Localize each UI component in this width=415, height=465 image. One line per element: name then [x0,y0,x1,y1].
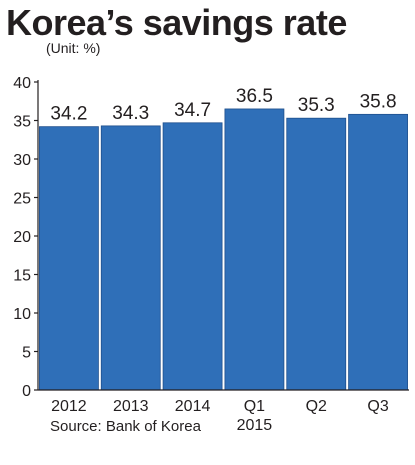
chart-unit-subtitle: (Unit: %) [46,40,101,56]
y-tick-label: 25 [13,191,31,208]
x-category-label: Q2 [306,398,327,415]
bar-2012 [39,126,99,391]
y-tick-label: 15 [13,268,31,285]
data-label: 35.8 [360,91,397,112]
data-label: 35.3 [298,95,335,116]
y-tick-label: 20 [13,229,31,246]
data-label: 34.2 [50,104,87,125]
chart-title: Korea’s savings rate [6,2,347,43]
bar-2013 [100,125,161,391]
y-tick-label: 10 [13,306,31,323]
x-axis: 2012 2013 2014 Q1 Q2 Q3 2015 [38,389,409,434]
y-tick-label: 40 [13,75,31,92]
bars [39,108,408,391]
x-category-label: Q1 [244,398,265,415]
x-category-label: 2014 [175,398,211,415]
bar-q3 [348,113,408,391]
y-axis: 0 5 10 15 20 25 30 35 40 [13,75,39,400]
x-category-label: 2012 [51,398,87,415]
y-tick-label: 35 [13,114,31,131]
data-labels: 34.2 34.3 34.7 36.5 35.3 35.8 [50,86,396,125]
bar-q2 [286,117,347,391]
data-label: 34.3 [112,103,149,124]
y-tick-label: 0 [22,383,31,400]
x-category-label: Q3 [367,398,388,415]
data-label: 36.5 [236,86,273,107]
y-tick-label: 30 [13,152,31,169]
chart-source-note: Source: Bank of Korea [50,418,201,435]
bar-2014 [162,122,223,391]
bar-q1 [224,108,285,391]
x-category-label: 2013 [113,398,149,415]
data-label: 34.7 [174,100,211,121]
y-tick-label: 5 [22,345,31,362]
x-group-label: 2015 [237,417,273,434]
